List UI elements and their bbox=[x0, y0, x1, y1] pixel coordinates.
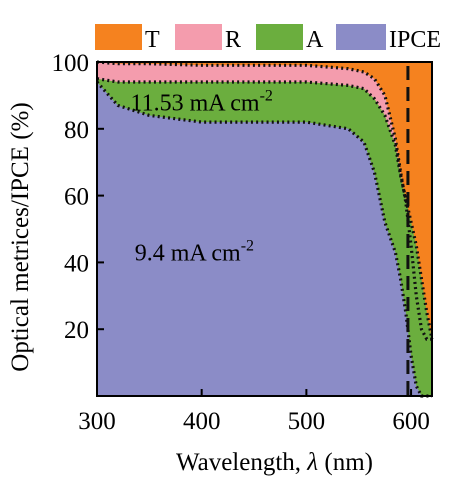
annotation-current-density: 9.4 mA cm-2 bbox=[135, 238, 254, 267]
x-axis-title-suffix: (nm) bbox=[318, 449, 373, 476]
y-tick-label: 40 bbox=[64, 250, 89, 277]
annotation-text: 11.53 mA cm bbox=[130, 90, 259, 116]
legend: T R A IPCE bbox=[95, 24, 441, 53]
legend-swatch bbox=[336, 24, 386, 50]
x-axis-title-symbol: λ bbox=[306, 449, 318, 476]
legend-label: IPCE bbox=[389, 27, 441, 53]
y-tick-label: 20 bbox=[64, 317, 89, 344]
legend-swatch bbox=[95, 24, 142, 50]
legend-swatch bbox=[175, 24, 222, 50]
tick-layer: 300 400 500 600 20 40 60 80 100 bbox=[52, 50, 430, 435]
boundary-layer bbox=[95, 60, 434, 398]
x-tick-label: 600 bbox=[392, 408, 430, 435]
plot-frame bbox=[96, 61, 433, 397]
legend-label: A bbox=[306, 27, 324, 53]
legend-item-r: R bbox=[175, 24, 241, 53]
y-tick-label: 80 bbox=[64, 117, 89, 144]
legend-item-ipce: IPCE bbox=[336, 24, 441, 53]
legend-item-a: A bbox=[256, 24, 324, 53]
area-layer bbox=[97, 62, 432, 396]
y-tick-label: 60 bbox=[64, 184, 89, 211]
legend-label: T bbox=[145, 27, 160, 53]
x-tick-label: 500 bbox=[288, 408, 326, 435]
annotation-text: 9.4 mA cm bbox=[135, 241, 241, 267]
x-axis-title: Wavelength, λ (nm) bbox=[176, 449, 373, 476]
annotation-current-density: 11.53 mA cm-2 bbox=[130, 87, 272, 116]
legend-label: R bbox=[225, 27, 241, 53]
plot-border bbox=[96, 61, 433, 397]
x-tick-label: 300 bbox=[78, 408, 116, 435]
x-axis-title-prefix: Wavelength, bbox=[176, 449, 307, 476]
annotation-layer: 11.53 mA cm-29.4 mA cm-2 bbox=[130, 87, 272, 266]
y-axis-title: Optical metrices/IPCE (%) bbox=[7, 102, 34, 371]
legend-swatch bbox=[256, 24, 303, 50]
absorption-boundary-line bbox=[96, 77, 434, 340]
annotation-superscript: -2 bbox=[260, 87, 273, 104]
area-ipce bbox=[97, 82, 432, 396]
legend-item-t: T bbox=[95, 24, 160, 53]
annotation-superscript: -2 bbox=[241, 238, 254, 255]
x-tick-label: 400 bbox=[183, 408, 221, 435]
y-tick-label: 100 bbox=[52, 50, 90, 77]
ipce-boundary-line bbox=[95, 80, 432, 398]
axis-titles: Wavelength, λ (nm) Optical metrices/IPCE… bbox=[7, 102, 373, 476]
